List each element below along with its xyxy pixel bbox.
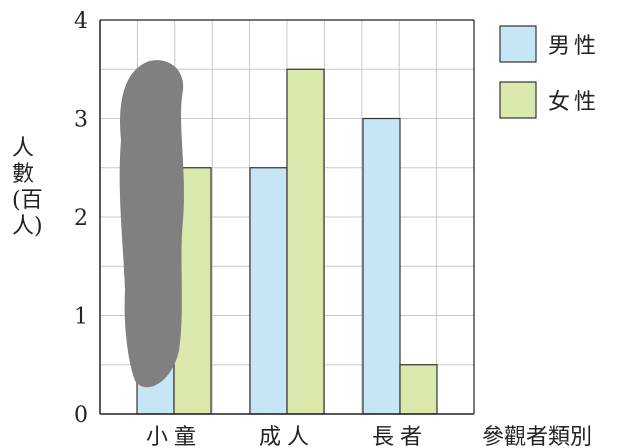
- bar-女性-成人: [286, 68, 325, 415]
- x-tick-labels: 小童 成人 長者: [146, 425, 428, 448]
- x-tick-label: 長者: [372, 425, 428, 448]
- x-tick-label: 成人: [259, 425, 315, 448]
- legend-swatch-女性: [499, 81, 537, 119]
- y-tick-label: 0: [74, 403, 88, 428]
- legend-swatch-男性: [499, 25, 537, 63]
- chart-axes: [99, 19, 475, 415]
- x-tick-label: 小童: [146, 425, 202, 448]
- chart-bars: [136, 68, 438, 415]
- y-tick-label: 2: [74, 206, 88, 231]
- bar-男性-成人: [249, 167, 288, 415]
- x-axis-label: 參觀者類別: [482, 425, 592, 448]
- pen-scribble-mark: [119, 60, 184, 388]
- bar-女性-長者: [399, 364, 438, 415]
- y-axis-label: 人數(百人): [12, 136, 43, 239]
- y-tick-label: 3: [74, 108, 88, 133]
- y-tick-labels: 0 1 2 3 4: [74, 9, 88, 428]
- legend-label: 男性: [548, 34, 600, 59]
- y-tick-label: 1: [74, 305, 88, 330]
- y-tick-label: 4: [74, 9, 88, 34]
- legend-label: 女性: [548, 90, 600, 115]
- bar-男性-長者: [362, 117, 401, 415]
